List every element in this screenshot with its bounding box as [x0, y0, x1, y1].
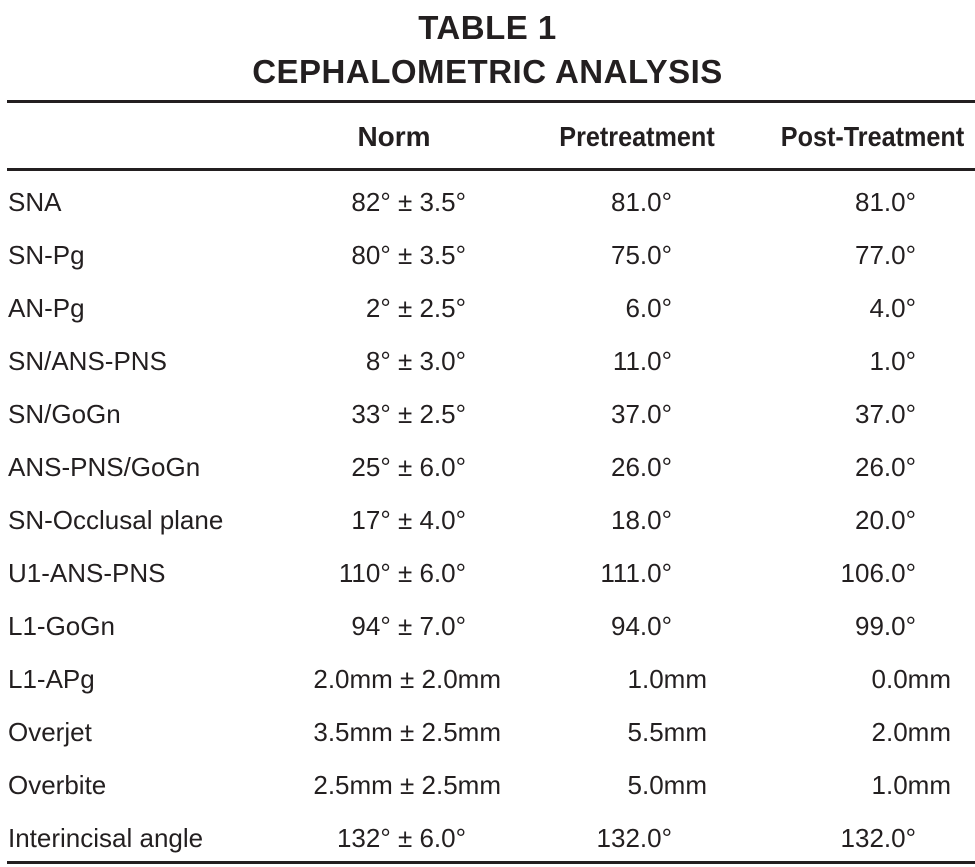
- table-row: SN/ANS-PNS 8° ± 3.0° 11.0° 1.0°: [0, 335, 975, 388]
- pretreatment-cell: 11.0°: [612, 346, 672, 376]
- pretreatment-cell: 81.0°: [610, 187, 672, 217]
- table-bottom-rule: [7, 861, 975, 864]
- parameter-cell: ANS-PNS/GoGn: [8, 452, 201, 482]
- post-treatment-cell: 2.0mm: [871, 717, 951, 747]
- norm-cell: 3.5mm ± 2.5mm: [313, 717, 501, 747]
- parameter-cell: SN-Pg: [8, 240, 85, 270]
- parameter-cell: U1-ANS-PNS: [8, 558, 166, 588]
- pretreatment-cell: 94.0°: [610, 611, 672, 641]
- pretreatment-cell: 75.0°: [610, 240, 672, 270]
- table-row: SN-Pg 80° ± 3.5° 75.0° 77.0°: [0, 229, 975, 282]
- table-row: AN-Pg 2° ± 2.5° 6.0° 4.0°: [0, 282, 975, 335]
- table-row: SN/GoGn 33° ± 2.5° 37.0° 37.0°: [0, 388, 975, 441]
- post-treatment-cell: 106.0°: [840, 558, 916, 588]
- post-treatment-cell: 1.0°: [869, 346, 916, 376]
- pretreatment-cell: 111.0°: [600, 558, 672, 588]
- column-header-post-treatment: Post-Treatment: [780, 121, 965, 152]
- header-rule: [7, 168, 975, 171]
- pretreatment-cell: 5.0mm: [627, 770, 707, 800]
- table-row: L1-GoGn 94° ± 7.0° 94.0° 99.0°: [0, 600, 975, 653]
- parameter-cell: Overjet: [8, 717, 92, 747]
- table-row: SN-Occlusal plane 17° ± 4.0° 18.0° 20.0°: [0, 494, 975, 547]
- table-row: U1-ANS-PNS 110° ± 6.0° 111.0° 106.0°: [0, 547, 975, 600]
- parameter-cell: L1-APg: [8, 664, 95, 694]
- post-treatment-cell: 132.0°: [840, 823, 916, 853]
- norm-cell: 2.5mm ± 2.5mm: [313, 770, 501, 800]
- table-row: SNA 82° ± 3.5° 81.0° 81.0°: [0, 176, 975, 229]
- norm-cell: 2.0mm ± 2.0mm: [313, 664, 501, 694]
- post-treatment-cell: 20.0°: [854, 505, 916, 535]
- post-treatment-cell: 4.0°: [869, 293, 916, 323]
- table-row: ANS-PNS/GoGn 25° ± 6.0° 26.0° 26.0°: [0, 441, 975, 494]
- pretreatment-cell: 26.0°: [610, 452, 672, 482]
- post-treatment-cell: 37.0°: [854, 399, 916, 429]
- parameter-cell: AN-Pg: [8, 293, 85, 323]
- table-number: TABLE 1: [418, 9, 557, 46]
- table-row: Overjet 3.5mm ± 2.5mm 5.5mm 2.0mm: [0, 706, 975, 759]
- norm-cell: 8° ± 3.0°: [365, 346, 466, 376]
- parameter-cell: SN/ANS-PNS: [8, 346, 167, 376]
- parameter-cell: Overbite: [8, 770, 107, 800]
- table-top-rule: [7, 100, 975, 103]
- pretreatment-cell: 6.0°: [625, 293, 672, 323]
- norm-cell: 25° ± 6.0°: [351, 452, 466, 482]
- norm-cell: 33° ± 2.5°: [351, 399, 466, 429]
- pretreatment-cell: 5.5mm: [627, 717, 707, 747]
- post-treatment-cell: 77.0°: [854, 240, 916, 270]
- parameter-cell: Interincisal angle: [8, 823, 204, 853]
- norm-cell: 17° ± 4.0°: [351, 505, 466, 535]
- parameter-cell: L1-GoGn: [8, 611, 115, 641]
- table-row: Interincisal angle 132° ± 6.0° 132.0° 13…: [0, 812, 975, 865]
- post-treatment-cell: 26.0°: [854, 452, 916, 482]
- norm-cell: 132° ± 6.0°: [336, 823, 466, 853]
- pretreatment-cell: 132.0°: [596, 823, 672, 853]
- table-row: Overbite 2.5mm ± 2.5mm 5.0mm 1.0mm: [0, 759, 975, 812]
- column-header-pretreatment: Pretreatment: [559, 121, 715, 152]
- pretreatment-cell: 1.0mm: [627, 664, 707, 694]
- pretreatment-cell: 37.0°: [610, 399, 672, 429]
- table-title: CEPHALOMETRIC ANALYSIS: [252, 53, 723, 90]
- post-treatment-cell: 0.0mm: [871, 664, 951, 694]
- norm-cell: 110° ± 6.0°: [338, 558, 466, 588]
- column-header-norm: Norm: [357, 121, 431, 152]
- table-body: SNA 82° ± 3.5° 81.0° 81.0° SN-Pg 80° ± 3…: [0, 176, 975, 865]
- parameter-cell: SN/GoGn: [8, 399, 121, 429]
- post-treatment-cell: 1.0mm: [871, 770, 951, 800]
- norm-cell: 2° ± 2.5°: [365, 293, 466, 323]
- table-row: L1-APg 2.0mm ± 2.0mm 1.0mm 0.0mm: [0, 653, 975, 706]
- norm-cell: 82° ± 3.5°: [351, 187, 466, 217]
- norm-cell: 80° ± 3.5°: [351, 240, 466, 270]
- norm-cell: 94° ± 7.0°: [351, 611, 466, 641]
- parameter-cell: SNA: [8, 187, 62, 217]
- post-treatment-cell: 99.0°: [854, 611, 916, 641]
- parameter-cell: SN-Occlusal plane: [8, 505, 224, 535]
- post-treatment-cell: 81.0°: [854, 187, 916, 217]
- pretreatment-cell: 18.0°: [610, 505, 672, 535]
